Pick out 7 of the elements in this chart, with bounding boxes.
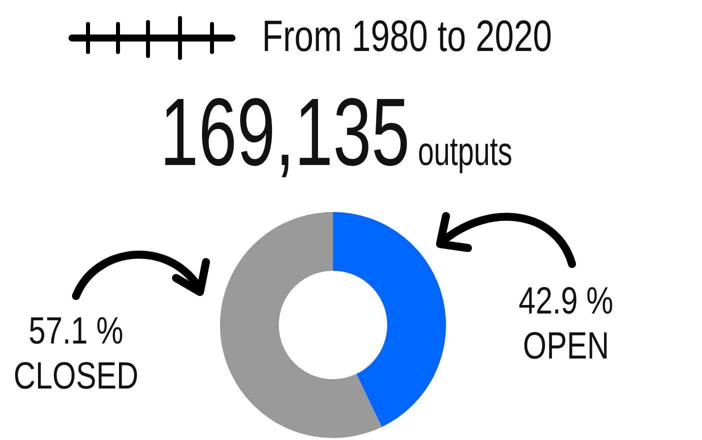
text: 169,135 [160,79,410,186]
data-label: 57.1 % [28,310,124,352]
slice-label: OPEN [522,325,610,368]
slice-label: CLOSED [13,355,139,398]
chart-title: From 1980 to 2020 [262,12,552,62]
data-label: 42.9 % [518,280,614,322]
text: outputs [416,130,512,174]
